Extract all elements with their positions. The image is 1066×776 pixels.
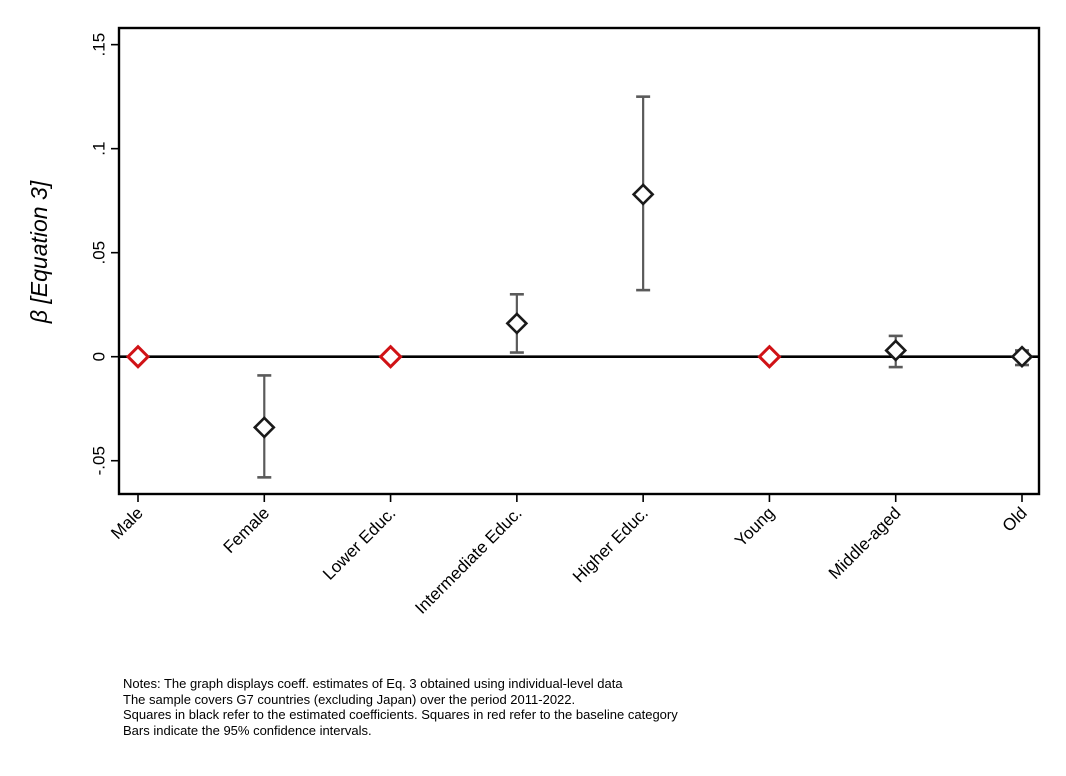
x-axis-tick-label: Higher Educ. [569,503,652,586]
coefficient-marker [505,312,529,335]
coefficient-marker [1010,345,1034,369]
baseline-marker [378,344,403,369]
coefficient-marker [631,183,655,206]
notes-line-2: The sample covers G7 countries (excludin… [123,691,576,707]
coefficient-plot-canvas: -.05 0 .05 .1 .15 β [Equation 3] Male Female Low… [26,26,1041,618]
notes-line-1: Notes: The graph displays coeff. estimat… [123,676,623,691]
x-axis-tick-label: Intermediate Educ. [411,503,525,617]
notes-line-4: Bars indicate the 95% confidence interva… [123,722,372,738]
x-axis-tick-label: Male [107,503,146,542]
notes-line-3: Squares in black refer to the estimated … [123,707,678,723]
baseline-marker [757,344,782,369]
x-axis-tick-label: Old [999,503,1031,535]
coefficient-marker [884,339,908,362]
figure-notes: Notes: The graph displays coeff. estimat… [123,676,678,738]
baseline-marker [125,344,151,369]
y-axis-tick-label: 0 [89,352,108,361]
y-axis-title: β [Equation 3] [26,180,52,324]
plot-frame [117,26,1041,496]
y-axis-tick-label: -.05 [89,446,108,475]
x-axis-tick-label: Female [220,503,274,557]
x-axis-tick-label: Middle-aged [825,503,905,583]
y-axis-tick-label: .05 [89,241,108,265]
y-axis-tick-label: .1 [89,142,108,156]
x-axis-tick-label: Lower Educ. [319,503,399,583]
y-axis-tick-label: .15 [89,33,108,57]
x-axis-tick-label: Young [731,503,778,550]
coefficient-marker [252,416,276,439]
